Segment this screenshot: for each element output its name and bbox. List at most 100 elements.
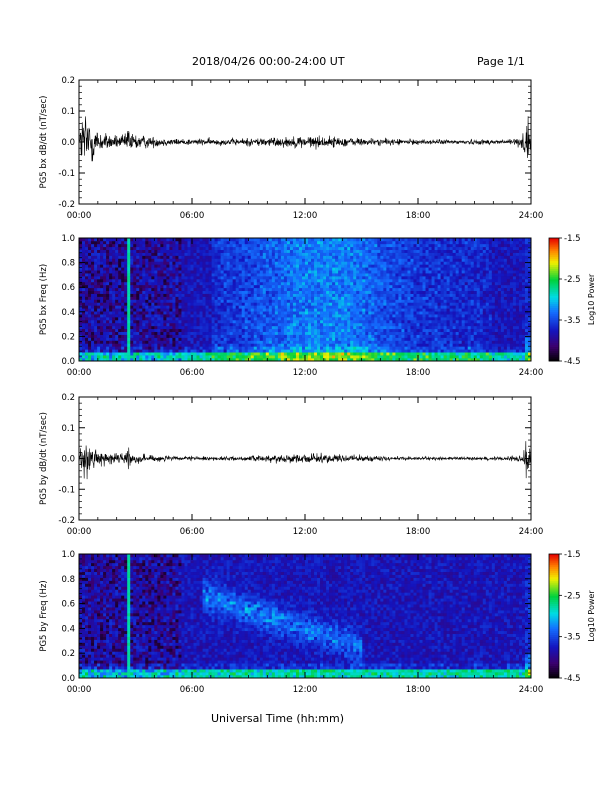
- spectrogram-cell: [317, 285, 320, 288]
- spectrogram-cell: [163, 288, 166, 291]
- spectrogram-cell: [284, 244, 287, 247]
- spectrogram-cell: [350, 297, 353, 300]
- spectrogram-cell: [148, 256, 151, 259]
- spectrogram-cell: [305, 261, 308, 264]
- spectrogram-cell: [281, 343, 284, 346]
- spectrogram-cell: [130, 253, 133, 256]
- spectrogram-cell: [302, 270, 305, 273]
- spectrogram-cell: [109, 285, 112, 288]
- spectrogram-cell: [206, 256, 209, 259]
- spectrogram-cell: [157, 300, 160, 303]
- spectrogram-cell: [290, 256, 293, 259]
- spectrogram-cell: [130, 300, 133, 303]
- spectrogram-cell: [209, 261, 212, 264]
- spectrogram-cell: [284, 341, 287, 344]
- spectrogram-cell: [145, 346, 148, 349]
- spectrogram-cell: [181, 314, 184, 317]
- spectrogram-cell: [287, 332, 290, 335]
- spectrogram-cell: [130, 282, 133, 285]
- spectrogram-cell: [275, 250, 278, 253]
- spectrogram-cell: [371, 261, 374, 264]
- spectrogram-cell: [178, 314, 181, 317]
- spectrogram-cell: [209, 355, 212, 358]
- spectrogram-cell: [320, 335, 323, 338]
- spectrogram-cell: [284, 264, 287, 267]
- spectrogram-cell: [151, 308, 154, 311]
- spectrogram-cell: [302, 346, 305, 349]
- spectrogram-cell: [172, 341, 175, 344]
- spectrogram-cell: [344, 346, 347, 349]
- spectrogram-cell: [365, 244, 368, 247]
- spectrogram-cell: [320, 247, 323, 250]
- spectrogram-cell: [380, 273, 383, 276]
- spectrogram-cell: [410, 335, 413, 338]
- spectrogram-cell: [416, 267, 419, 270]
- spectrogram-cell: [293, 285, 296, 288]
- spectrogram-cell: [130, 288, 133, 291]
- spectrogram-cell: [260, 267, 263, 270]
- spectrogram-cell: [386, 241, 389, 244]
- spectrogram-cell: [263, 300, 266, 303]
- spectrogram-cell: [275, 253, 278, 256]
- spectrogram-cell: [245, 276, 248, 279]
- spectrogram-cell: [429, 326, 432, 329]
- spectrogram-cell: [115, 346, 118, 349]
- spectrogram-cell: [175, 320, 178, 323]
- spectrogram-cell: [187, 311, 190, 314]
- spectrogram-cell: [323, 320, 326, 323]
- spectrogram-cell: [242, 300, 245, 303]
- spectrogram-cell: [248, 241, 251, 244]
- spectrogram-cell: [404, 320, 407, 323]
- spectrogram-cell: [338, 346, 341, 349]
- spectrogram-cell: [190, 282, 193, 285]
- spectrogram-cell: [299, 323, 302, 326]
- spectrogram-cell: [230, 276, 233, 279]
- spectrogram-cell: [197, 259, 200, 262]
- spectrogram-cell: [410, 308, 413, 311]
- spectrogram-cell: [401, 300, 404, 303]
- spectrogram-cell: [169, 250, 172, 253]
- spectrogram-cell: [281, 276, 284, 279]
- spectrogram-cell: [278, 338, 281, 341]
- spectrogram-cell: [383, 308, 386, 311]
- spectrogram-cell: [190, 311, 193, 314]
- spectrogram-cell: [115, 320, 118, 323]
- spectrogram-cell: [359, 335, 362, 338]
- spectrogram-cell: [329, 297, 332, 300]
- spectrogram-cell: [275, 305, 278, 308]
- spectrogram-cell: [420, 308, 423, 311]
- spectrogram-cell: [404, 259, 407, 262]
- spectrogram-cell: [97, 302, 100, 305]
- spectrogram-cell: [85, 294, 88, 297]
- spectrogram-cell: [209, 276, 212, 279]
- spectrogram-cell: [154, 343, 157, 346]
- spectrogram-cell: [317, 273, 320, 276]
- spectrogram-cell: [112, 282, 115, 285]
- spectrogram-cell: [401, 349, 404, 352]
- spectrogram-cell: [172, 335, 175, 338]
- spectrogram-cell: [248, 279, 251, 282]
- spectrogram-cell: [166, 341, 169, 344]
- spectrogram-cell: [353, 338, 356, 341]
- spectrogram-cell: [311, 352, 314, 355]
- spectrogram-cell: [203, 282, 206, 285]
- spectrogram-cell: [308, 250, 311, 253]
- spectrogram-cell: [317, 256, 320, 259]
- spectrogram-cell: [305, 341, 308, 344]
- spectrogram-cell: [254, 282, 257, 285]
- spectrogram-cell: [410, 305, 413, 308]
- spectrogram-cell: [85, 244, 88, 247]
- spectrogram-cell: [374, 341, 377, 344]
- spectrogram-cell: [407, 320, 410, 323]
- spectrogram-cell: [157, 352, 160, 355]
- spectrogram-cell: [356, 326, 359, 329]
- spectrogram-cell: [323, 323, 326, 326]
- spectrogram-cell: [392, 256, 395, 259]
- spectrogram-cell: [269, 273, 272, 276]
- spectrogram-cell: [233, 346, 236, 349]
- spectrogram-cell: [169, 270, 172, 273]
- spectrogram-cell: [239, 285, 242, 288]
- spectrogram-cell: [160, 259, 163, 262]
- spectrogram-cell: [160, 264, 163, 267]
- spectrogram-cell: [236, 291, 239, 294]
